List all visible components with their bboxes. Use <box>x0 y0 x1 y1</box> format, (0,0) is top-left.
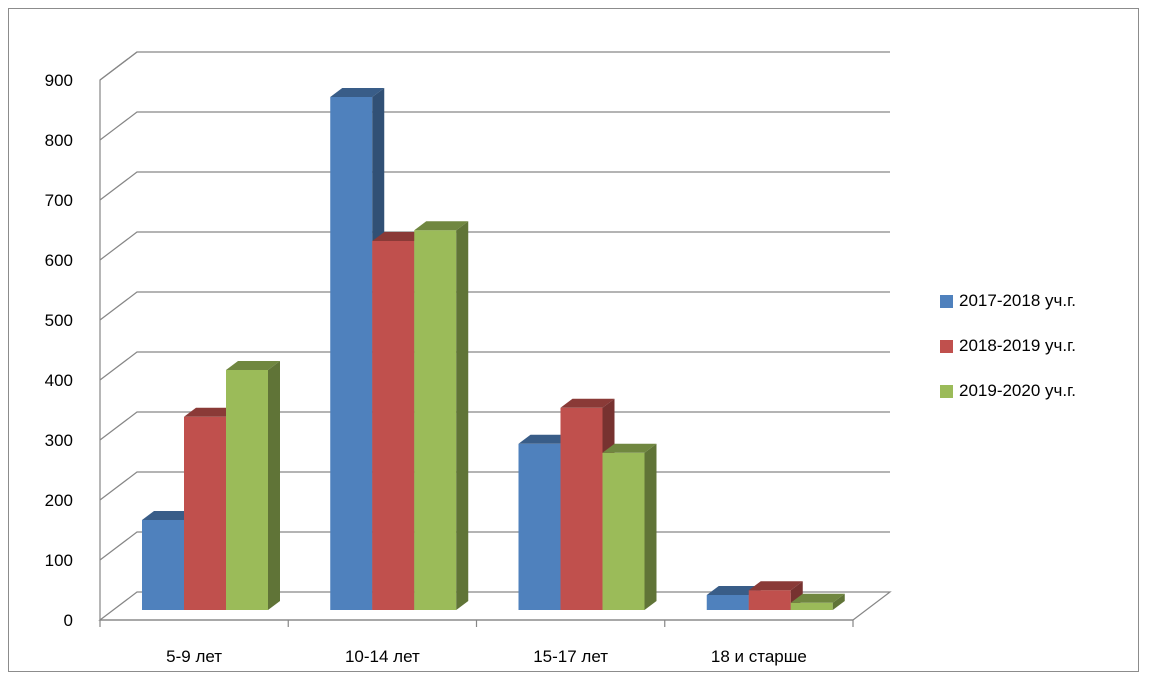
bar <box>790 593 845 610</box>
y-tick-label: 300 <box>45 431 73 450</box>
legend-item: 2019-2020 уч.г. <box>940 380 1076 402</box>
y-tick-label: 800 <box>45 131 73 150</box>
x-tick-label: 15-17 лет <box>533 647 608 666</box>
bar-top <box>518 434 573 444</box>
bar-top <box>790 593 845 603</box>
legend-label: 2017-2018 уч.г. <box>959 291 1076 310</box>
y-tick-label: 700 <box>45 191 73 210</box>
legend-swatch <box>940 339 953 353</box>
y-tick-label: 900 <box>45 71 73 90</box>
x-tick-label: 5-9 лет <box>166 647 222 666</box>
legend-swatch <box>940 294 953 308</box>
legend-label: 2019-2020 уч.г. <box>959 381 1076 400</box>
bar-front <box>226 370 268 610</box>
gridline <box>99 171 890 201</box>
bar-top <box>602 443 657 453</box>
gridline <box>99 291 890 321</box>
y-tick-label: 500 <box>45 311 73 330</box>
y-tick-label: 100 <box>45 551 73 570</box>
bar-front <box>560 407 603 610</box>
gridline <box>99 111 890 141</box>
gridline <box>99 351 890 381</box>
gridlines <box>99 51 890 561</box>
bar-front <box>142 520 184 610</box>
bar-top <box>142 511 196 520</box>
bar-front <box>790 602 833 610</box>
bar-side <box>832 593 845 610</box>
x-axis: 5-9 лет 10-14 лет 15-17 лет 18 и старше <box>99 619 854 666</box>
bar-front <box>748 590 791 610</box>
y-tick-label: 0 <box>64 611 73 630</box>
y-axis: 0 100 200 300 400 500 600 700 800 900 <box>45 71 73 630</box>
bar-side <box>644 443 657 610</box>
y-tick-label: 200 <box>45 491 73 510</box>
back-wall-edge <box>99 51 138 620</box>
gridline <box>99 411 890 441</box>
bar <box>414 221 469 610</box>
gridline <box>99 231 890 261</box>
y-tick-label: 400 <box>45 371 73 390</box>
bar-front <box>330 97 373 610</box>
bar-front <box>184 416 226 610</box>
legend: 2017-2018 уч.г. 2018-2019 уч.г. 2019-202… <box>940 290 1076 425</box>
bar-side <box>456 221 469 610</box>
legend-swatch <box>940 384 953 398</box>
bar-top <box>748 581 803 591</box>
bar-top <box>184 407 238 417</box>
bar-side <box>268 361 280 610</box>
legend-item: 2018-2019 уч.г. <box>940 335 1076 357</box>
bar-front <box>706 595 749 610</box>
bars <box>142 88 845 610</box>
bar <box>602 443 657 610</box>
bar <box>706 586 761 610</box>
bar-top <box>226 361 280 370</box>
x-tick-label: 10-14 лет <box>345 647 420 666</box>
bar-top <box>560 398 615 408</box>
x-tick-label: 18 и старше <box>711 647 807 666</box>
bar-top <box>330 88 385 97</box>
legend-item: 2017-2018 уч.г. <box>940 290 1076 312</box>
y-tick-label: 600 <box>45 251 73 270</box>
bar-front <box>414 230 457 610</box>
bar-top <box>414 221 469 231</box>
gridline <box>99 51 890 81</box>
bar-front <box>518 443 561 610</box>
bar-front <box>602 452 645 610</box>
legend-label: 2018-2019 уч.г. <box>959 336 1076 355</box>
bar-top <box>372 232 427 241</box>
bar <box>226 361 280 610</box>
bar-top <box>706 586 761 595</box>
bar-front <box>372 241 415 610</box>
